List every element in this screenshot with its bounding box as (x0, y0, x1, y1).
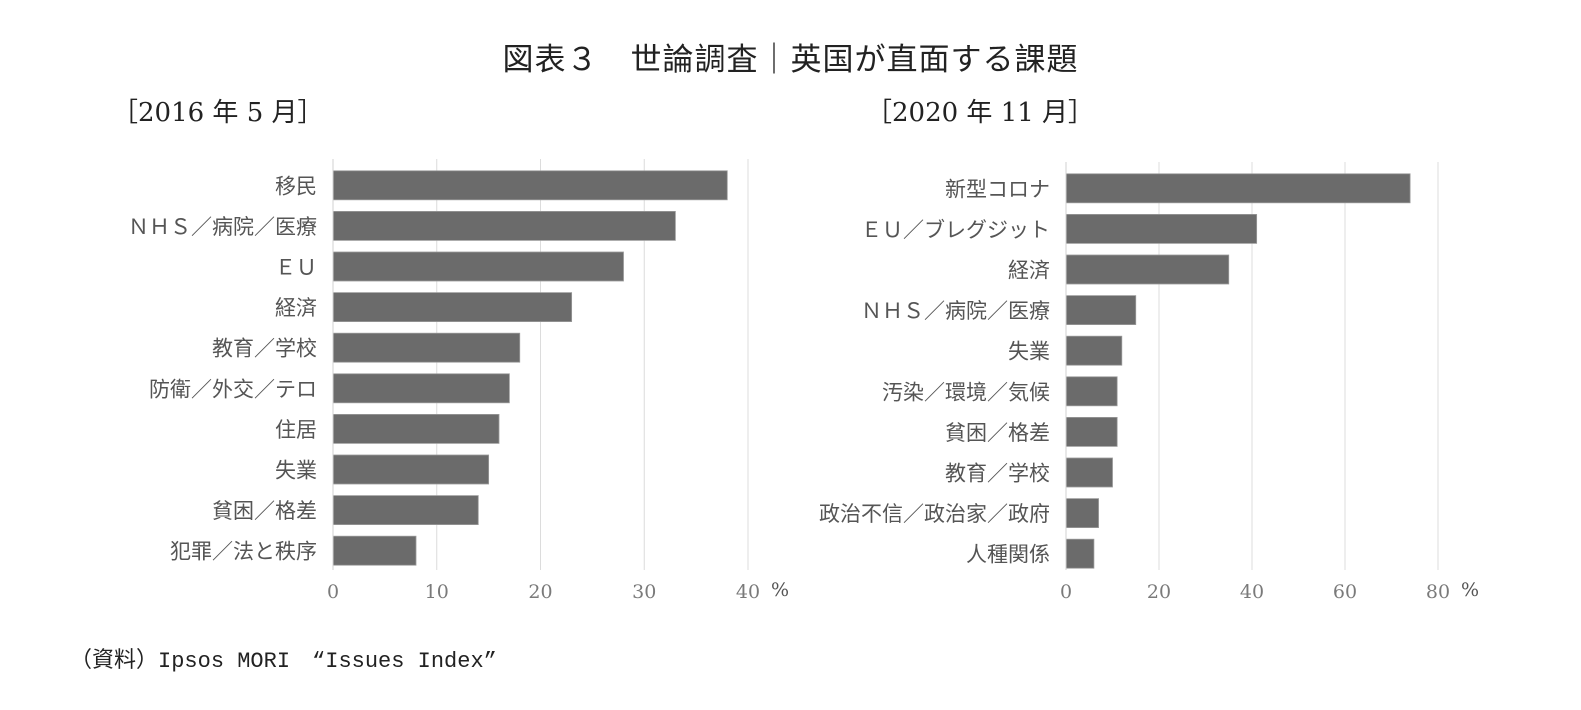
x-unit-label: % (1461, 579, 1479, 601)
category-label: ＮＨＳ／病院／医療 (861, 299, 1050, 323)
bar (332, 251, 624, 282)
category-label: 政治不信／政治家／政府 (819, 502, 1050, 526)
bar (1065, 335, 1123, 366)
bar (1065, 416, 1118, 447)
left-chart-title: ［2016 年 5 月］ (112, 98, 324, 128)
bar (1065, 254, 1230, 285)
bar (332, 373, 510, 404)
category-label: ＮＨＳ／病院／医療 (128, 215, 317, 239)
category-label: 教育／学校 (945, 462, 1050, 486)
category-label: 経済 (1008, 259, 1050, 283)
bar (1065, 295, 1137, 326)
bar (332, 535, 417, 566)
bar (332, 413, 500, 444)
bar (1065, 498, 1099, 529)
category-label: 移民 (275, 174, 317, 198)
x-unit-label: % (771, 579, 789, 601)
x-tick-label: 40 (736, 581, 760, 603)
bar (332, 332, 521, 363)
bar (332, 292, 573, 323)
x-tick-label: 20 (528, 581, 552, 603)
bar (1065, 173, 1411, 204)
category-label: 防衛／外交／テロ (149, 377, 317, 401)
category-label: 住居 (275, 418, 317, 442)
category-label: 犯罪／法と秩序 (170, 540, 317, 564)
source-note: （資料）Ipsos MORI “Issues Index” (70, 642, 497, 674)
bar (332, 495, 479, 526)
category-label: 貧困／格差 (945, 421, 1050, 445)
category-label: ＥＵ／ブレグジット (861, 218, 1050, 242)
x-tick-label: 40 (1240, 581, 1264, 603)
bar (1065, 538, 1095, 569)
source-prefix: （資料） (70, 648, 159, 673)
bar (1065, 376, 1118, 407)
bar (332, 170, 728, 201)
bar (1065, 214, 1258, 244)
x-tick-label: 80 (1426, 581, 1450, 603)
category-label: 汚染／環境／気候 (882, 380, 1050, 404)
x-tick-label: 0 (327, 581, 339, 603)
x-tick-label: 0 (1060, 581, 1072, 603)
category-label: 貧困／格差 (212, 499, 317, 523)
x-tick-label: 30 (632, 581, 656, 603)
left-bar-chart: 0 10 20 30 40 % 移民 ＮＨＳ／病院／医療 ＥＵ 経済教育／学校防衛／外交／テロ住居… (128, 159, 789, 603)
category-label: 失業 (1008, 340, 1050, 364)
bar (1065, 457, 1113, 488)
figure-title: 図表３ 世論調査｜英国が直面する課題 (502, 42, 1079, 78)
category-label: 教育／学校 (212, 337, 317, 361)
x-tick-label: 10 (425, 581, 449, 603)
category-label: 新型コロナ (945, 177, 1050, 201)
right-chart-title: ［2020 年 11 月］ (866, 98, 1095, 128)
category-label: 経済 (275, 296, 317, 320)
category-label: ＥＵ (275, 256, 317, 280)
source-text: Ipsos MORI “Issues Index” (158, 649, 497, 674)
bar (332, 454, 490, 485)
bar (332, 211, 676, 241)
category-label: 失業 (275, 459, 317, 483)
x-tick-label: 60 (1333, 581, 1357, 603)
category-label: 人種関係 (966, 543, 1050, 567)
x-tick-label: 20 (1147, 581, 1171, 603)
